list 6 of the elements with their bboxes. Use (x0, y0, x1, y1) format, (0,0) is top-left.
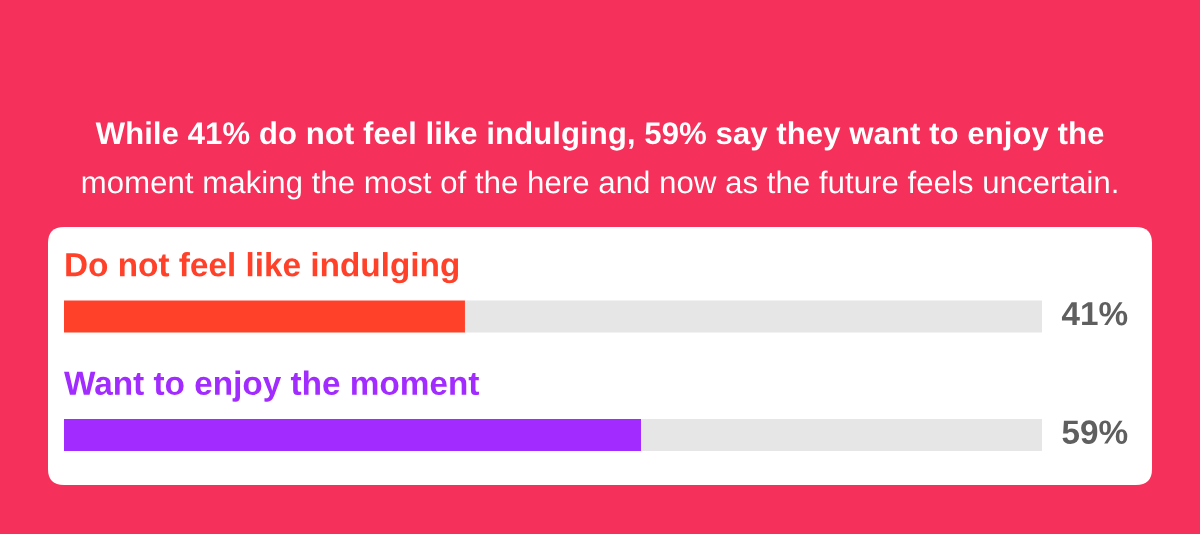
chart-subtitle: moment making the most of the here and now as the future feels uncertain. (82, 170, 1117, 200)
y-tick-label: Want to enjoy the moment (64, 370, 480, 402)
chart-title: While 41% do not feel like indulging, 59% say they want to enjoy the (95, 121, 1104, 151)
data-label: 41% (1061, 301, 1128, 326)
y-tick-label: Do not feel like indulging (66, 252, 459, 284)
data-label: 59% (1062, 420, 1128, 444)
